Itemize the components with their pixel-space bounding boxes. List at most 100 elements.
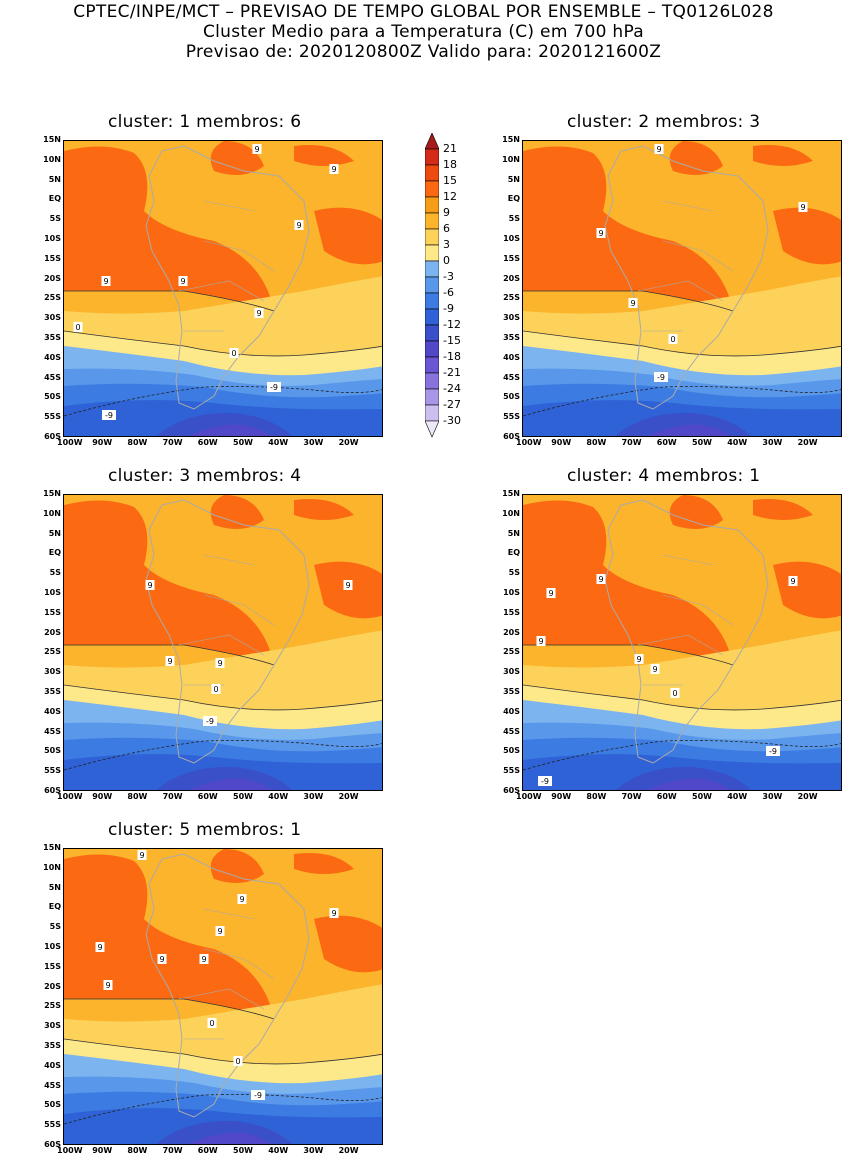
svg-text:0: 0 [231,349,236,358]
longitude-tick-label: 100W [516,792,542,801]
contour-label: 9 [199,954,209,964]
contour-label: 0 [229,348,239,358]
contour-label: 9 [343,580,353,590]
longitude-tick-label: 20W [338,438,359,447]
latitude-tick-label: 25S [44,1001,61,1011]
colorbar-label: -6 [443,286,454,299]
colorbar-label: 3 [443,238,450,251]
longitude-tick-label: 30W [303,1146,324,1155]
contour-label: 9 [178,276,188,286]
latitude-tick-label: 40S [44,1060,61,1070]
longitude-tick-label: 60W [197,1146,218,1155]
latitude-tick-label: 10S [503,588,520,597]
longitude-tick-label: 40W [268,792,289,801]
svg-text:9: 9 [256,309,261,318]
temp-band-m18-m15 [188,778,272,790]
contour-label: -9 [102,410,116,420]
temp-band-m18-m15 [647,424,731,436]
forecast-map: 9 9 9 9 0 -9 [522,140,842,437]
country-borders [637,200,734,332]
title-line-3: Previsao de: 2020120800Z Valido para: 20… [185,42,662,62]
temp-band-9-12 [210,849,264,883]
contour-line [523,684,841,711]
svg-text:9: 9 [538,637,543,646]
latitude-tick-label: 25S [44,293,61,303]
contour-label: 0 [233,1056,243,1066]
forecast-map: 9 9 9 9 9 9 9 9 0 0 -9 [63,848,383,1145]
colorbar-swatch [424,324,440,342]
contour-label: -9 [766,746,780,756]
colorbar-svg [424,132,440,438]
longitude-tick-label: 60W [197,792,218,801]
colorbar-label: 12 [443,190,457,203]
svg-text:9: 9 [656,145,661,154]
latitude-tick-label: 55S [44,1120,61,1130]
svg-text:0: 0 [213,685,218,694]
south-america-outline [145,853,310,1118]
svg-text:-9: -9 [206,717,214,726]
temp-band-0-3 [523,331,841,379]
svg-text:9: 9 [548,589,553,598]
latitude-tick-label: 35S [44,687,61,696]
longitude-tick-label: 40W [268,1146,289,1155]
latitude-tick-label: 60S [44,786,61,795]
panel-title: cluster: 3 membros: 4 [108,466,302,486]
longitude-tick-label: 70W [621,438,642,447]
temp-band-9-12 [210,141,264,175]
contour-label: -9 [538,776,552,786]
longitude-tick-label: 40W [727,438,748,447]
latitude-tick-label: 5N [48,174,61,184]
latitude-tick-label: 60S [44,1140,61,1149]
latitude-tick-label: 15S [503,607,520,617]
longitude-tick-label: 80W [127,438,148,447]
latitude-tick-label: 55S [44,766,61,776]
colorbar-swatch [424,180,440,198]
longitude-tick-label: 100W [57,1146,83,1155]
contour-label: 9 [329,908,339,918]
colorbar [424,132,440,442]
map-svg: 9 9 9 9 9 9 0 0 -9 -9 [64,141,382,436]
temp-band-9-12 [210,495,264,529]
contour-line [64,290,275,312]
temp-band-0-3 [64,685,382,733]
latitude-tick-label: 50S [44,746,61,756]
contour-line-negative [64,1094,382,1125]
svg-text:9: 9 [630,299,635,308]
svg-text:-9: -9 [105,411,113,420]
latitude-tick-label: 5S [508,568,520,578]
colorbar-label: -12 [443,318,461,331]
south-america-outline [145,499,310,764]
longitude-tick-label: 20W [797,792,818,801]
colorbar-label: -24 [443,382,461,395]
panel-title: cluster: 1 membros: 6 [108,112,302,132]
colorbar-swatch [424,388,440,406]
longitude-tick-label: 90W [92,438,113,447]
contour-label: -9 [654,372,668,382]
colorbar-swatch [424,212,440,230]
svg-text:9: 9 [345,581,350,590]
colorbar-swatch [424,356,440,374]
forecast-map: 9 9 9 9 9 9 0 0 -9 -9 [63,140,383,437]
latitude-tick-label: EQ [48,194,61,204]
longitude-tick-label: 50W [233,792,253,801]
latitude-tick-label: 10N [43,508,61,518]
svg-text:-9: -9 [254,1091,262,1100]
temp-band-9-12 [669,141,723,175]
longitude-tick-label: 70W [162,438,183,447]
contour-label: -9 [251,1090,265,1100]
svg-text:9: 9 [159,955,164,964]
longitude-tick-label: 50W [233,438,253,447]
longitude-tick-label: 80W [127,1146,148,1155]
latitude-tick-label: 60S [44,432,61,441]
latitude-tick-label: 45S [44,726,61,736]
latitude-tick-label: 50S [44,1100,61,1110]
latitude-tick-label: 20S [503,627,520,637]
latitude-tick-label: 20S [44,273,61,283]
colorbar-swatch [424,260,440,278]
colorbar-swatch [424,292,440,310]
contour-label: 9 [546,588,556,598]
svg-text:9: 9 [296,221,301,230]
colorbar-label: 0 [443,254,450,267]
temp-band-3-6 [64,276,382,358]
colorbar-swatch [424,228,440,246]
